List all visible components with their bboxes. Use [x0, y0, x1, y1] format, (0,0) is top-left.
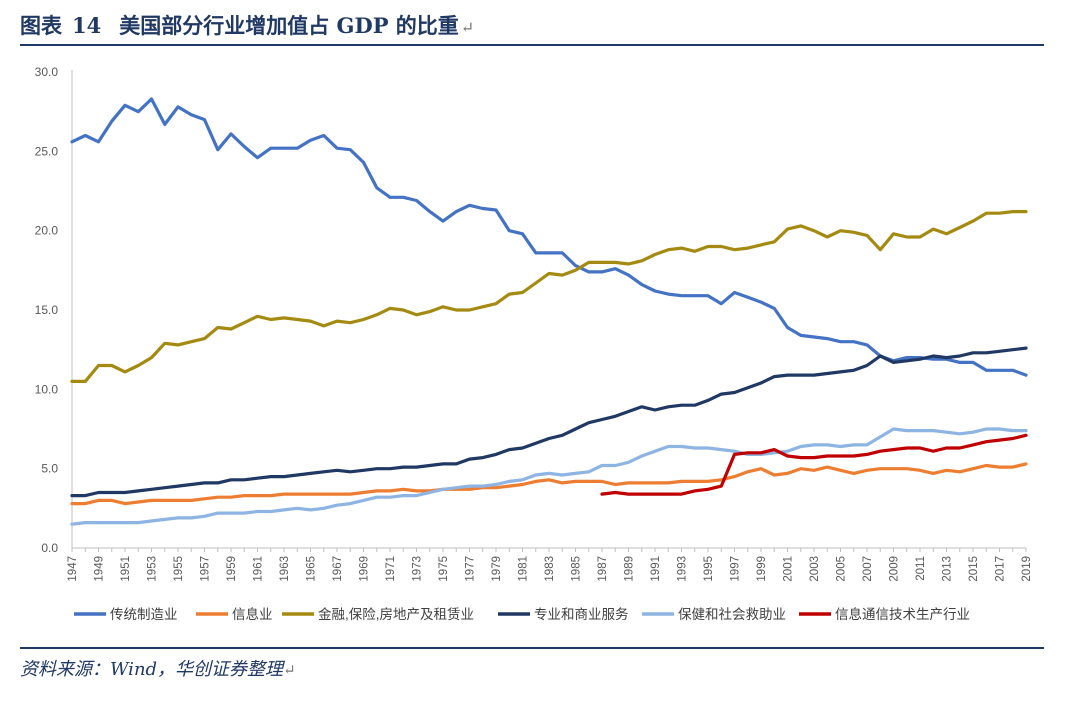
bottom-rule [20, 647, 1044, 649]
x-tick-label: 1963 [279, 556, 291, 582]
x-tick-label: 1959 [226, 556, 238, 582]
x-tick-label: 1995 [703, 556, 715, 582]
x-tick-label: 2007 [862, 556, 874, 582]
y-tick-label: 25.0 [35, 144, 59, 158]
x-tick-label: 2015 [968, 556, 980, 582]
x-tick-label: 1991 [650, 556, 662, 582]
line-chart: 0.05.010.015.020.025.030.0 1947 1949 1951 1… [35, 65, 1033, 622]
x-tick-label: 1969 [359, 556, 371, 582]
x-tick-label: 1983 [544, 556, 556, 582]
top-rule [20, 44, 1044, 46]
x-tick-label: 1949 [94, 556, 106, 582]
x-tick-label: 1985 [571, 556, 583, 582]
x-tick-label: 1975 [438, 556, 450, 582]
x-tick-label: 1987 [597, 556, 609, 582]
y-tick-label: 15.0 [35, 303, 59, 317]
x-tick-label: 2001 [783, 556, 795, 582]
x-tick-label: 2009 [889, 556, 901, 582]
series-line-1 [70, 462, 1028, 506]
legend-label: 信息通信技术生产行业 [835, 606, 970, 622]
x-tick-label: 1989 [624, 556, 636, 582]
x-tick-label: 2017 [995, 556, 1007, 582]
y-axis: 0.0 5.0 10.0 15.0 20.0 25.0 30.0 [35, 65, 73, 555]
x-tick-label: 2011 [915, 556, 927, 581]
y-tick-label: 20.0 [35, 224, 59, 238]
x-axis: 1947 1949 1951 1953 1955 1957 1959 1961 1963 1965… [67, 547, 1033, 582]
x-tick-label: 1947 [67, 556, 79, 582]
x-tick-label: 1979 [491, 556, 503, 582]
x-tick-label: 2005 [836, 556, 848, 582]
x-tick-label: 1951 [120, 556, 132, 582]
series-line-2 [70, 210, 1028, 383]
chart-title: 图表 14 美国部分行业增加值占 GDP 的比重 ↵ [20, 10, 1050, 42]
series-line-5 [600, 433, 1028, 496]
legend-label: 信息业 [232, 606, 273, 622]
y-tick-label: 10.0 [35, 382, 59, 396]
x-tick-label: 1999 [756, 556, 768, 582]
legend-label: 传统制造业 [110, 607, 178, 622]
x-tick-label: 1961 [253, 556, 265, 582]
return-mark-icon: ↵ [460, 18, 475, 37]
series-line-3 [70, 346, 1028, 498]
x-tick-label: 1953 [147, 556, 159, 582]
legend-label: 专业和商业服务 [534, 607, 629, 622]
series-lines [70, 97, 1028, 526]
x-tick-label: 2013 [942, 556, 954, 582]
x-tick-label: 2019 [1021, 556, 1033, 582]
legend: 传统制造业 信息业 金融,保险,房地产及租赁业 专业和商业服务 保健和社会救助业 信息通信… [74, 606, 970, 622]
y-tick-label: 0.0 [41, 541, 58, 555]
legend-label: 金融,保险,房地产及租赁业 [318, 607, 474, 622]
x-tick-label: 1973 [412, 556, 424, 582]
x-tick-label: 1997 [730, 556, 742, 582]
x-tick-label: 1981 [518, 556, 530, 582]
x-tick-label: 1977 [465, 556, 477, 582]
x-tick-label: 1967 [332, 556, 344, 582]
series-line-0 [70, 97, 1028, 377]
x-tick-label: 1957 [200, 556, 212, 582]
return-mark-icon: ↵ [283, 661, 296, 679]
figure-number: 14 [72, 13, 102, 38]
source-note: 资料来源：Wind，华创证券整理↵ [20, 655, 296, 681]
figure-title: 美国部分行业增加值占 GDP 的比重 [119, 13, 459, 38]
y-tick-label: 30.0 [35, 65, 59, 79]
x-tick-label: 1955 [173, 556, 185, 582]
x-tick-label: 1965 [306, 556, 318, 582]
x-tick-label: 2003 [809, 556, 821, 582]
y-tick-label: 5.0 [41, 462, 58, 476]
x-tick-label: 1971 [385, 556, 397, 582]
series-line-4 [70, 427, 1028, 526]
source-text: 资料来源：Wind，华创证券整理 [20, 659, 284, 680]
figure-label: 图表 [20, 13, 62, 38]
x-tick-label: 1993 [677, 556, 689, 582]
legend-label: 保健和社会救助业 [678, 607, 786, 622]
